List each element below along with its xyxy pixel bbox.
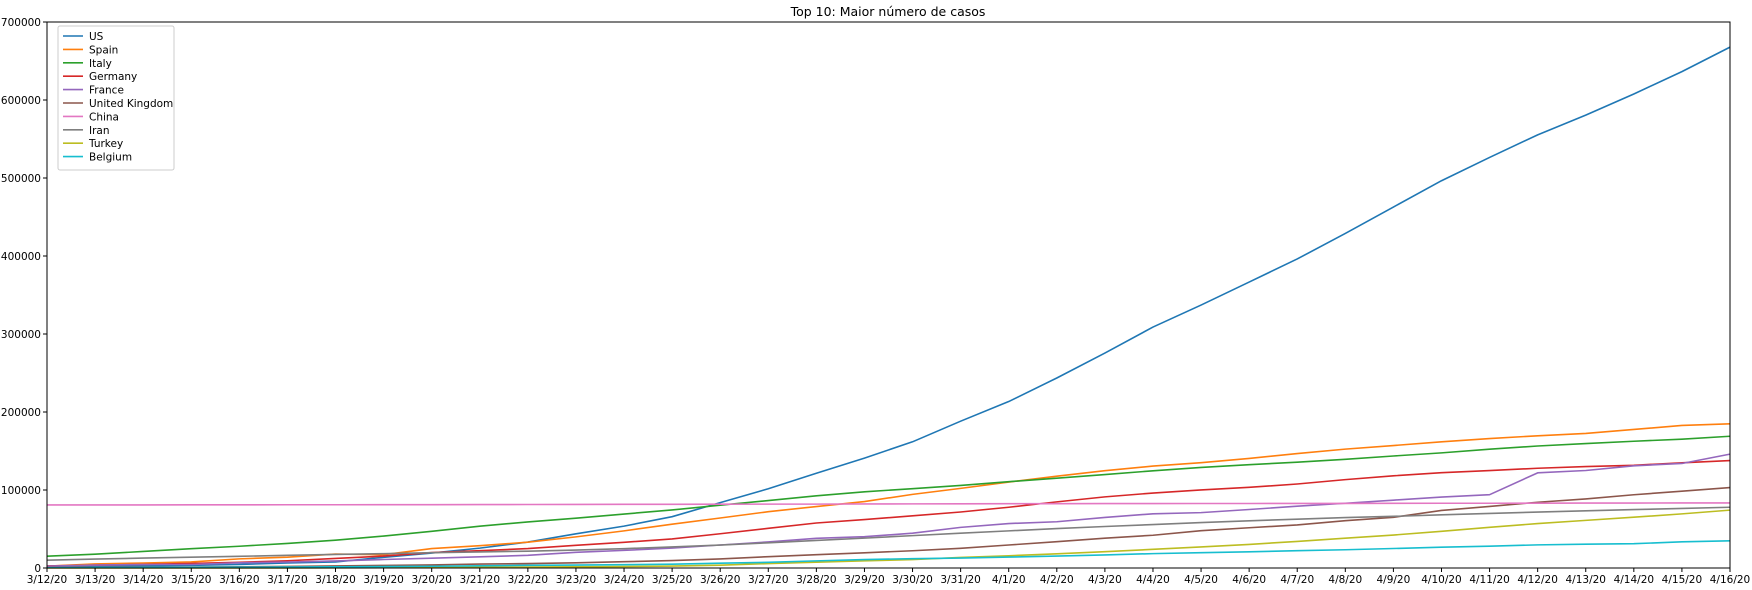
x-tick-label: 3/19/20 (363, 574, 403, 586)
y-tick-label: 500000 (1, 173, 41, 185)
x-tick-label: 4/9/20 (1377, 574, 1411, 586)
legend-label-spain: Spain (89, 44, 118, 56)
x-tick-label: 3/23/20 (556, 574, 596, 586)
chart-title: Top 10: Maior número de casos (790, 4, 986, 19)
series-line-belgium (46, 540, 1731, 569)
x-tick-label: 3/28/20 (796, 574, 836, 586)
x-tick-label: 4/6/20 (1232, 574, 1266, 586)
x-tick-label: 3/12/20 (27, 574, 67, 586)
plot-frame (46, 21, 1731, 569)
y-tick-label: 0 (34, 563, 41, 575)
x-tick-label: 3/24/20 (604, 574, 644, 586)
x-tick-label: 4/13/20 (1566, 574, 1606, 586)
x-tick-label: 3/27/20 (748, 574, 788, 586)
x-tick-label: 3/15/20 (171, 574, 211, 586)
legend-label-china: China (89, 111, 119, 123)
series-line-italy (46, 435, 1731, 558)
x-tick-label: 3/13/20 (75, 574, 115, 586)
x-tick-label: 4/7/20 (1280, 574, 1314, 586)
series-line-us (46, 46, 1731, 568)
legend-box (57, 25, 175, 171)
y-axis: 0 100000 200000 300000 400000 500000 600000 700… (1, 17, 47, 575)
x-tick-label: 3/31/20 (940, 574, 980, 586)
x-tick-label: 3/29/20 (844, 574, 884, 586)
legend-label-iran: Iran (89, 125, 110, 137)
x-tick-label: 4/15/20 (1662, 574, 1702, 586)
y-tick-label: 600000 (1, 95, 41, 107)
y-tick-label: 400000 (1, 251, 41, 263)
series-line-germany (46, 459, 1731, 567)
x-tick-label: 4/5/20 (1184, 574, 1218, 586)
x-tick-label: 4/14/20 (1614, 574, 1654, 586)
x-tick-label: 4/8/20 (1328, 574, 1362, 586)
y-tick-label: 200000 (1, 407, 41, 419)
x-tick-label: 3/25/20 (652, 574, 692, 586)
x-tick-label: 3/20/20 (411, 574, 451, 586)
series-line-iran (46, 506, 1731, 561)
x-tick-label: 3/22/20 (508, 574, 548, 586)
x-tick-label: 4/4/20 (1136, 574, 1170, 586)
series-line-united-kingdom (46, 486, 1731, 569)
legend-label-france: France (89, 85, 124, 97)
x-tick-label: 3/16/20 (219, 574, 259, 586)
legend-label-belgium: Belgium (89, 152, 132, 164)
x-tick-label: 4/2/20 (1040, 574, 1074, 586)
series-layer (46, 46, 1731, 569)
x-tick-label: 4/11/20 (1469, 574, 1509, 586)
x-tick-label: 4/12/20 (1517, 574, 1557, 586)
x-tick-label: 4/10/20 (1421, 574, 1461, 586)
y-tick-label: 300000 (1, 329, 41, 341)
x-tick-label: 3/30/20 (892, 574, 932, 586)
x-tick-label: 3/18/20 (315, 574, 355, 586)
legend-label-turkey: Turkey (88, 138, 123, 150)
y-tick-label: 700000 (1, 17, 41, 29)
x-tick-label: 4/16/20 (1710, 574, 1750, 586)
x-tick-label: 3/21/20 (460, 574, 500, 586)
x-tick-label: 4/1/20 (992, 574, 1026, 586)
x-tick-label: 3/17/20 (267, 574, 307, 586)
legend-label-united-kingdom: United Kingdom (89, 98, 173, 110)
y-tick-label: 100000 (1, 485, 41, 497)
legend-label-germany: Germany (89, 71, 137, 83)
legend-label-italy: Italy (89, 58, 112, 70)
x-tick-label: 3/26/20 (700, 574, 740, 586)
legend-label-us: US (89, 31, 104, 43)
x-tick-label: 4/3/20 (1088, 574, 1122, 586)
series-line-france (46, 453, 1731, 568)
x-tick-label: 3/14/20 (123, 574, 163, 586)
x-axis: 3/12/20 3/13/20 3/14/20 3/15/20 3/16/20 3/17/… (27, 568, 1750, 586)
series-line-china (47, 502, 1730, 506)
